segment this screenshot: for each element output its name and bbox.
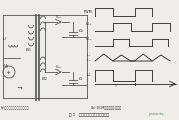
Text: $i_{o2}$: $i_{o2}$ [86, 56, 92, 64]
Text: $N_2$: $N_2$ [41, 75, 47, 83]
Text: 图 1   反激式变压器的工作原理图: 图 1 反激式变压器的工作原理图 [69, 112, 109, 116]
Text: $N_1$: $N_1$ [25, 46, 31, 54]
Text: $i_{o1}$: $i_{o1}$ [86, 51, 92, 59]
Text: $U_o$: $U_o$ [86, 71, 92, 79]
Text: T: T [114, 84, 116, 88]
Text: PWM: PWM [83, 10, 92, 14]
Text: jiexiantu.: jiexiantu. [148, 112, 165, 116]
Text: $U_{o2}$: $U_{o2}$ [85, 35, 92, 43]
Text: $V_{D2}$: $V_{D2}$ [55, 63, 63, 71]
Text: $L_f$: $L_f$ [2, 35, 8, 43]
Text: $U_{o1}$: $U_{o1}$ [85, 20, 92, 28]
Text: $C_r$: $C_r$ [78, 75, 84, 83]
Text: $\neg$: $\neg$ [16, 85, 24, 91]
Text: (a)反激式变压器的工作原理图: (a)反激式变压器的工作原理图 [1, 105, 30, 109]
Text: +: + [6, 71, 10, 75]
Text: (b) DCM模式下电压,电流波: (b) DCM模式下电压,电流波 [91, 105, 121, 109]
Text: $V_g$: $V_g$ [3, 62, 9, 71]
Text: $C_o$: $C_o$ [78, 27, 84, 35]
Text: $V_{D1}$: $V_{D1}$ [55, 13, 63, 21]
